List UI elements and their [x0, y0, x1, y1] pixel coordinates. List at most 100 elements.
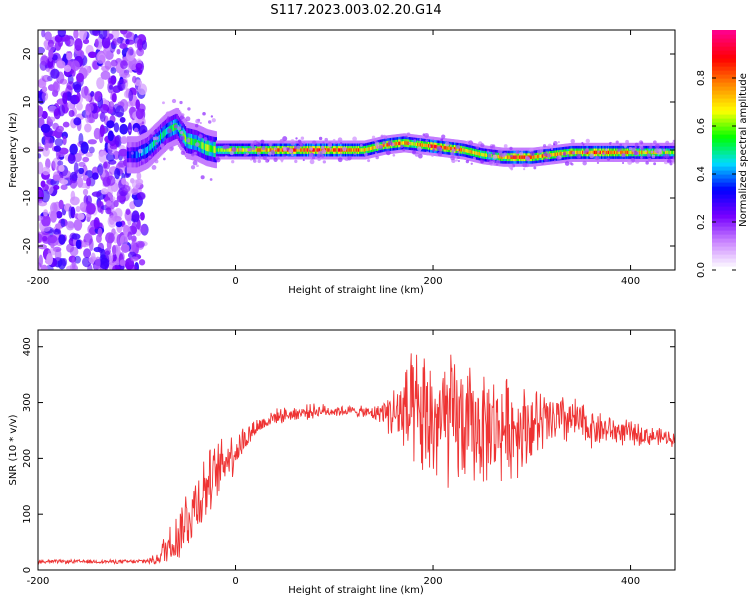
colorbar-segment — [712, 194, 736, 199]
heatmap-cell — [382, 141, 386, 145]
heatmap-cell — [109, 143, 118, 150]
colorbar-segment — [712, 262, 736, 267]
heatmap-cell — [229, 151, 234, 156]
heatmap-cell — [487, 150, 490, 153]
heatmap-cell — [283, 154, 286, 157]
heatmap-cell — [76, 177, 84, 188]
bottom-axes: -200 0 200 400 0 100 200 300 400 — [22, 330, 675, 587]
heatmap-cell — [52, 89, 59, 97]
colorbar-segment — [712, 150, 736, 155]
heatmap-cell — [526, 157, 531, 162]
heatmap-cell — [98, 30, 108, 40]
heatmap-cell — [40, 264, 48, 270]
top-y-tick-label: -20 — [22, 238, 33, 254]
heatmap-cells — [38, 30, 675, 270]
heatmap-cell — [185, 116, 191, 122]
heatmap-cell — [88, 146, 95, 154]
heatmap-cell — [258, 155, 262, 158]
heatmap-cell — [312, 156, 316, 160]
colorbar-segment — [712, 226, 736, 231]
heatmap-cell — [644, 149, 647, 153]
heatmap-cell — [582, 160, 587, 166]
heatmap-cell — [133, 127, 139, 133]
heatmap-cell — [522, 162, 528, 168]
heatmap-cell — [38, 46, 46, 54]
heatmap-cell — [455, 159, 459, 162]
heatmap-cell — [137, 83, 148, 96]
heatmap-cell — [53, 145, 62, 152]
heatmap-cell — [76, 72, 85, 83]
heatmap-cell — [38, 142, 42, 148]
bottom-x-tick-label: 400 — [621, 576, 640, 587]
heatmap-cell — [47, 116, 56, 123]
heatmap-cell — [76, 91, 81, 103]
heatmap-cell — [542, 144, 547, 148]
colorbar-segment — [712, 186, 736, 191]
heatmap-cell — [543, 152, 548, 157]
heatmap-cell — [139, 225, 146, 233]
heatmap-cell — [663, 160, 668, 165]
heatmap-cell — [180, 142, 185, 148]
heatmap-cell — [295, 140, 299, 144]
heatmap-cell — [115, 221, 123, 228]
heatmap-cell — [131, 187, 139, 196]
heatmap-cell — [441, 134, 446, 139]
heatmap-cell — [247, 148, 251, 152]
colorbar-segment — [712, 174, 736, 179]
heatmap-cell — [60, 218, 66, 228]
heatmap-cell — [135, 62, 143, 70]
colorbar-segment — [712, 110, 736, 115]
heatmap-cell — [47, 43, 56, 53]
heatmap-cell — [589, 153, 595, 159]
heatmap-cell — [69, 246, 79, 257]
colorbar-segment — [712, 182, 736, 187]
heatmap-cell — [112, 244, 117, 256]
heatmap-cell — [186, 138, 191, 143]
heatmap-cell — [38, 190, 45, 200]
heatmap-cell — [38, 146, 45, 153]
colorbar-axis: 0.0 0.2 0.4 0.6 0.8 — [696, 70, 736, 278]
colorbar-tick-label: 0.2 — [696, 214, 707, 230]
colorbar-segment — [712, 98, 736, 103]
heatmap-cell — [653, 140, 657, 145]
heatmap-cell — [155, 141, 159, 145]
heatmap-cell — [321, 154, 325, 158]
heatmap-cell — [87, 139, 97, 145]
heatmap-cell — [82, 188, 89, 196]
heatmap-cell — [570, 138, 575, 144]
heatmap-cell — [342, 146, 347, 152]
colorbar-segment — [712, 134, 736, 139]
colorbar-segment — [712, 242, 736, 247]
heatmap-cell — [273, 146, 277, 150]
heatmap-cell — [417, 146, 422, 152]
heatmap-cell — [93, 91, 102, 102]
heatmap-cell — [119, 78, 127, 85]
heatmap-cell — [400, 144, 404, 149]
heatmap-cell — [262, 155, 267, 161]
heatmap-cell — [424, 132, 429, 138]
heatmap-cell — [339, 155, 342, 158]
heatmap-cell — [455, 145, 461, 150]
bottom-y-tick-label: 100 — [22, 505, 33, 524]
heatmap-cell — [64, 64, 72, 73]
heatmap-cell — [480, 143, 485, 148]
heatmap-cell — [437, 151, 443, 157]
heatmap-cell — [295, 137, 298, 140]
heatmap-cell — [640, 141, 644, 145]
heatmap-cell — [127, 122, 132, 136]
colorbar-segment — [712, 162, 736, 167]
heatmap-cell — [200, 175, 205, 180]
heatmap-cell — [664, 153, 670, 159]
colorbar-segment — [712, 170, 736, 175]
colorbar-segment — [712, 190, 736, 195]
heatmap-cell — [47, 248, 57, 256]
heatmap-cell — [286, 147, 290, 151]
colorbar-segment — [712, 102, 736, 107]
heatmap-cell — [60, 184, 68, 190]
heatmap-cell — [57, 30, 67, 38]
heatmap-cell — [414, 152, 420, 157]
heatmap-cell — [138, 259, 146, 266]
heatmap-cell — [672, 139, 675, 142]
heatmap-cell — [41, 214, 51, 227]
colorbar-segment — [712, 86, 736, 91]
